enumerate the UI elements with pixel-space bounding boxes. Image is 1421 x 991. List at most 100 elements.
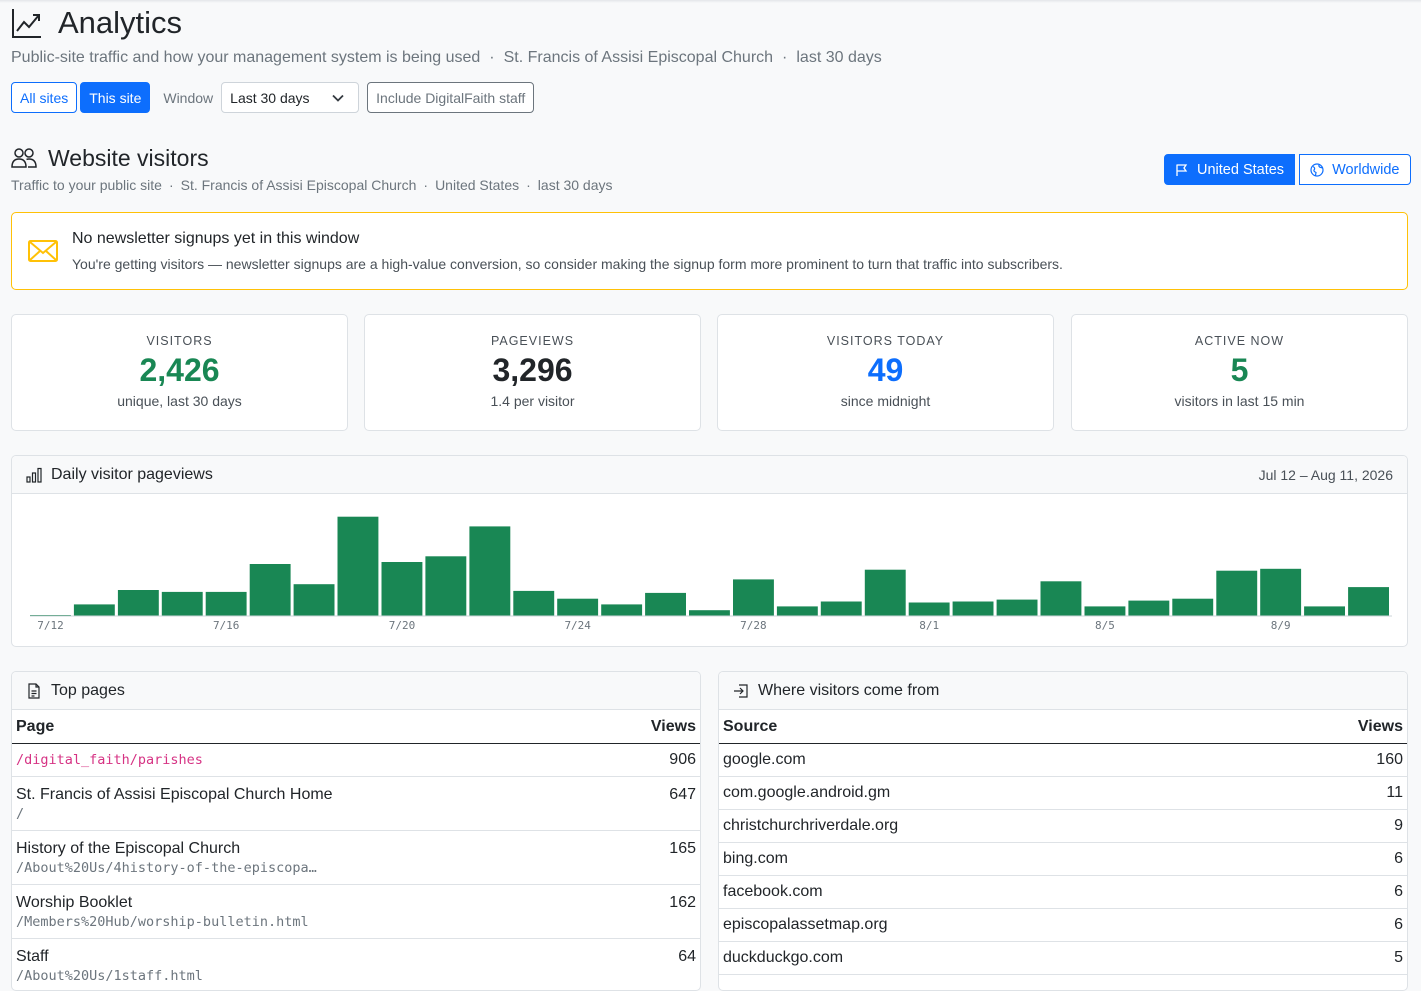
page-title[interactable]: History of the Episcopal Church bbox=[16, 840, 240, 857]
visitors-section-title: Website visitors bbox=[48, 144, 209, 172]
bar-8/7 bbox=[1172, 599, 1213, 616]
table-header-row: Page Views bbox=[12, 710, 700, 744]
bar-7/21 bbox=[425, 556, 466, 616]
stat-caption: since midnight bbox=[718, 393, 1053, 409]
page-cell: Worship Booklet/Members%20Hub/worship-bu… bbox=[12, 885, 603, 939]
chart-line-icon bbox=[11, 7, 43, 39]
stat-caption: visitors in last 15 min bbox=[1072, 393, 1407, 409]
table-row[interactable]: /digital_faith/parishes 906 bbox=[12, 744, 700, 777]
views-cell: 160 bbox=[1252, 744, 1407, 777]
page-title[interactable]: Worship Booklet bbox=[16, 894, 132, 911]
sub-traffic: Traffic to your public site bbox=[11, 177, 162, 193]
column-header-source: Source bbox=[719, 710, 1252, 744]
subtitle-church: St. Francis of Assisi Episcopal Church bbox=[504, 49, 773, 66]
column-header-views: Views bbox=[603, 710, 700, 744]
window-label: Window bbox=[163, 90, 213, 106]
bar-8/9 bbox=[1260, 569, 1301, 616]
bar-7/19 bbox=[338, 517, 379, 616]
all-sites-button[interactable]: All sites bbox=[11, 82, 77, 113]
page-cell: History of the Episcopal Church/About%20… bbox=[12, 831, 603, 885]
separator-dot: · bbox=[526, 177, 531, 193]
include-staff-toggle[interactable]: Include DigitalFaith staff bbox=[367, 82, 534, 113]
bar-7/13 bbox=[74, 604, 115, 616]
views-cell: 647 bbox=[603, 777, 700, 831]
bar-7/14 bbox=[118, 590, 159, 616]
worldwide-button[interactable]: Worldwide bbox=[1299, 154, 1410, 185]
united-states-button[interactable]: United States bbox=[1164, 154, 1295, 185]
views-cell: 6 bbox=[1252, 909, 1407, 942]
sign-in-icon bbox=[733, 683, 749, 699]
sub-country: United States bbox=[435, 177, 519, 193]
bar-7/22 bbox=[469, 526, 510, 616]
source-cell: facebook.com bbox=[719, 876, 1252, 909]
bar-8/4 bbox=[1041, 581, 1082, 616]
page-path: /Members%20Hub/worship-bulletin.html bbox=[16, 914, 599, 930]
bar-8/5 bbox=[1085, 606, 1126, 616]
visitors-section-subtitle: Traffic to your public site·St. Francis … bbox=[11, 177, 613, 193]
source-cell: duckduckgo.com bbox=[719, 942, 1252, 975]
bar-7/24 bbox=[557, 599, 598, 616]
views-cell: 64 bbox=[603, 939, 700, 991]
globe-icon bbox=[1310, 163, 1324, 177]
top-pages-panel: Top pages Page Views /digital_faith/pari… bbox=[11, 671, 701, 991]
x-tick-label: 7/24 bbox=[564, 619, 591, 632]
bar-7/23 bbox=[513, 591, 554, 616]
alert-title: No newsletter signups yet in this window bbox=[72, 230, 359, 248]
bar-8/2 bbox=[953, 602, 994, 617]
table-row[interactable]: History of the Episcopal Church/About%20… bbox=[12, 831, 700, 885]
x-tick-label: 7/12 bbox=[37, 619, 64, 632]
stat-label: VISITORS TODAY bbox=[718, 334, 1053, 348]
views-cell: 906 bbox=[603, 744, 700, 777]
flag-icon bbox=[1175, 163, 1189, 177]
bar-7/17 bbox=[250, 564, 291, 616]
bar-7/28 bbox=[733, 579, 774, 616]
window-select[interactable]: Last 30 days bbox=[221, 82, 359, 113]
visitors-section-header: Website visitors bbox=[11, 144, 209, 172]
views-cell: 6 bbox=[1252, 843, 1407, 876]
x-tick-label: 8/9 bbox=[1271, 619, 1291, 632]
separator-dot: · bbox=[489, 49, 494, 66]
stat-label: VISITORS bbox=[12, 334, 347, 348]
people-icon bbox=[11, 145, 37, 171]
stat-value: 49 bbox=[718, 351, 1053, 389]
page-cell: Staff/About%20Us/1staff.html bbox=[12, 939, 603, 991]
page-header: Analytics bbox=[11, 4, 182, 42]
page-title[interactable]: Staff bbox=[16, 948, 49, 965]
page-path[interactable]: /digital_faith/parishes bbox=[16, 752, 203, 768]
table-row[interactable]: Staff/About%20Us/1staff.html 64 bbox=[12, 939, 700, 991]
subtitle-text: Public-site traffic and how your managem… bbox=[11, 49, 480, 66]
top-pages-table: Page Views /digital_faith/parishes 906 S… bbox=[12, 710, 700, 991]
table-header-row: Source Views bbox=[719, 710, 1407, 744]
x-tick-label: 7/16 bbox=[213, 619, 240, 632]
views-cell: 9 bbox=[1252, 810, 1407, 843]
envelope-icon bbox=[28, 239, 58, 263]
source-cell: episcopalassetmap.org bbox=[719, 909, 1252, 942]
page-path: /About%20Us/1staff.html bbox=[16, 968, 599, 984]
sub-range: last 30 days bbox=[538, 177, 613, 193]
bar-7/31 bbox=[865, 570, 906, 616]
x-tick-label: 8/1 bbox=[919, 619, 939, 632]
table-row[interactable]: Worship Booklet/Members%20Hub/worship-bu… bbox=[12, 885, 700, 939]
bar-7/26 bbox=[645, 593, 686, 616]
sources-title: Where visitors come from bbox=[758, 682, 939, 700]
this-site-button[interactable]: This site bbox=[80, 82, 150, 113]
page-title[interactable]: St. Francis of Assisi Episcopal Church H… bbox=[16, 786, 333, 803]
page-subtitle: Public-site traffic and how your managem… bbox=[11, 48, 882, 68]
x-tick-label: 7/28 bbox=[740, 619, 767, 632]
table-row[interactable]: St. Francis of Assisi Episcopal Church H… bbox=[12, 777, 700, 831]
column-header-views: Views bbox=[1252, 710, 1407, 744]
bar-chart-icon bbox=[26, 467, 42, 483]
source-cell: christchurchriverdale.org bbox=[719, 810, 1252, 843]
x-tick-label: 7/20 bbox=[389, 619, 416, 632]
stat-label: PAGEVIEWS bbox=[365, 334, 700, 348]
bar-7/27 bbox=[689, 610, 730, 616]
top-pages-title: Top pages bbox=[51, 682, 125, 700]
stat-caption: 1.4 per visitor bbox=[365, 393, 700, 409]
